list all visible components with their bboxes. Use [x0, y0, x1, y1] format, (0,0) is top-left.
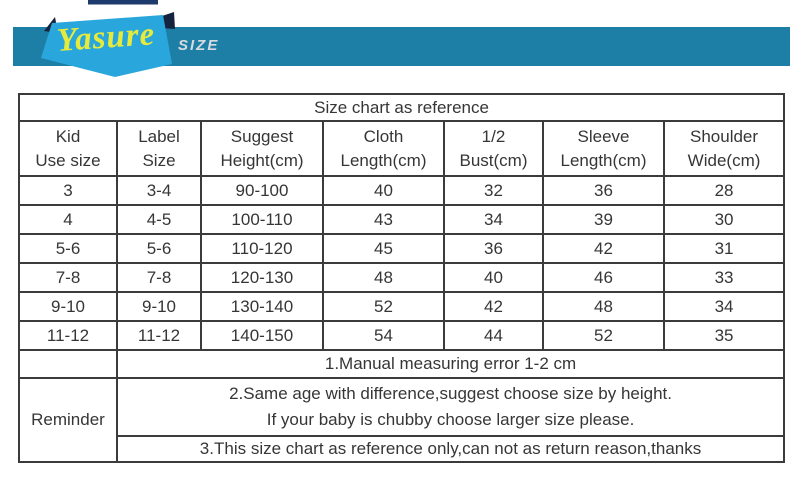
table-cell: 43: [322, 204, 445, 235]
table-cell: 9-10: [18, 291, 118, 322]
table-cell: 11-12: [18, 320, 118, 351]
brand-ribbon: [41, 15, 172, 77]
table-cell: 36: [443, 233, 544, 264]
table-cell: 31: [662, 233, 786, 264]
table-cell: 7-8: [18, 262, 118, 293]
column-header-suggest-height: Suggest Height(cm): [200, 120, 324, 177]
size-chart-table: Size chart as reference Kid Use size Lab…: [17, 93, 786, 463]
table-cell: 9-10: [116, 291, 202, 322]
column-header-sleeve-length: Sleeve Length(cm): [542, 120, 665, 177]
header-line: Label: [138, 126, 180, 146]
reminder-note-2-line-1: 2.Same age with difference,suggest choos…: [229, 384, 672, 403]
table-cell: 34: [662, 291, 786, 322]
reminder-note-2: 2.Same age with difference,suggest choos…: [115, 377, 786, 437]
table-cell: 46: [542, 262, 665, 293]
header-line: Cloth: [363, 126, 404, 146]
table-cell: 52: [542, 320, 665, 351]
table-row: 9-10 9-10 130-140 52 42 48 34: [18, 291, 786, 322]
header-line: Sleeve: [577, 126, 630, 146]
table-cell: 100-110: [200, 204, 324, 235]
table-row: 7-8 7-8 120-130 48 40 46 33: [18, 262, 786, 293]
reminder-label: Reminder: [18, 377, 118, 463]
table-cell: 33: [662, 262, 786, 293]
header-line: Suggest: [230, 126, 294, 146]
column-header-cloth-length: Cloth Length(cm): [322, 120, 445, 177]
table-cell: 120-130: [200, 262, 324, 293]
header-line: Wide(cm): [687, 150, 761, 170]
table-cell: 5-6: [116, 233, 202, 264]
table-cell: 110-120: [200, 233, 324, 264]
header-line: Bust(cm): [459, 150, 528, 170]
table-cell: 34: [443, 204, 544, 235]
table-cell: 40: [443, 262, 544, 293]
table-cell: 42: [443, 291, 544, 322]
reminder-note-3: 3.This size chart as reference only,can …: [115, 435, 786, 463]
table-cell: 4: [18, 204, 118, 235]
reminder-empty-cell: [18, 349, 118, 379]
table-cell: 54: [322, 320, 445, 351]
table-cell: 30: [662, 204, 786, 235]
column-header-half-bust: 1/2 Bust(cm): [443, 120, 544, 177]
table-cell: 36: [542, 175, 665, 206]
table-cell: 44: [443, 320, 544, 351]
header-line: Length(cm): [560, 150, 647, 170]
column-header-kid-use-size: Kid Use size: [18, 120, 118, 177]
header-line: Shoulder: [690, 126, 759, 146]
banner-graphic: [13, 0, 790, 77]
table-cell: 7-8: [116, 262, 202, 293]
table-cell: 45: [322, 233, 445, 264]
header-line: Kid: [55, 126, 81, 146]
table-cell: 140-150: [200, 320, 324, 351]
table-cell: 52: [322, 291, 445, 322]
table-title: Size chart as reference: [17, 93, 786, 122]
header-line: Length(cm): [340, 150, 427, 170]
table-row: 4 4-5 100-110 43 34 39 30: [18, 204, 786, 235]
brand-logo-text: Yasure: [55, 16, 157, 59]
column-header-shoulder-wide: Shoulder Wide(cm): [662, 120, 786, 177]
table-title-row: Size chart as reference: [17, 93, 786, 122]
table-header-row: Kid Use size Label Size Suggest Height(c…: [18, 120, 786, 177]
header-line: Height(cm): [220, 150, 304, 170]
table-cell: 48: [542, 291, 665, 322]
table-cell: 5-6: [18, 233, 118, 264]
reminder-note-2-line-2: If your baby is chubby choose larger siz…: [266, 410, 635, 429]
top-accent-bar: [88, 0, 158, 5]
table-cell: 35: [662, 320, 786, 351]
banner-size-label: SIZE: [178, 37, 220, 54]
table-cell: 90-100: [200, 175, 324, 206]
reminder-note-1: 1.Manual measuring error 1-2 cm: [115, 349, 786, 379]
table-cell: 32: [443, 175, 544, 206]
reminder-row-3: 3.This size chart as reference only,can …: [19, 435, 786, 463]
reminder-row-1: 1.Manual measuring error 1-2 cm: [18, 349, 786, 379]
header-line: Use size: [35, 150, 101, 170]
header-line: Size: [142, 150, 176, 170]
table-cell: 3-4: [116, 175, 202, 206]
table-cell: 39: [542, 204, 665, 235]
table-cell: 42: [542, 233, 665, 264]
header-line: 1/2: [481, 126, 506, 146]
table-row: 5-6 5-6 110-120 45 36 42 31: [18, 233, 786, 264]
table-cell: 11-12: [116, 320, 202, 351]
table-cell: 40: [322, 175, 445, 206]
table-cell: 3: [18, 175, 118, 206]
table-row: 11-12 11-12 140-150 54 44 52 35: [18, 320, 786, 351]
table-cell: 4-5: [116, 204, 202, 235]
table-row: 3 3-4 90-100 40 32 36 28: [18, 175, 786, 206]
table-cell: 28: [662, 175, 786, 206]
table-cell: 130-140: [200, 291, 324, 322]
table-cell: 48: [322, 262, 445, 293]
reminder-row-2: Reminder 2.Same age with difference,sugg…: [18, 377, 786, 463]
column-header-label-size: Label Size: [116, 120, 202, 177]
brand-banner: Yasure SIZE: [0, 0, 800, 90]
